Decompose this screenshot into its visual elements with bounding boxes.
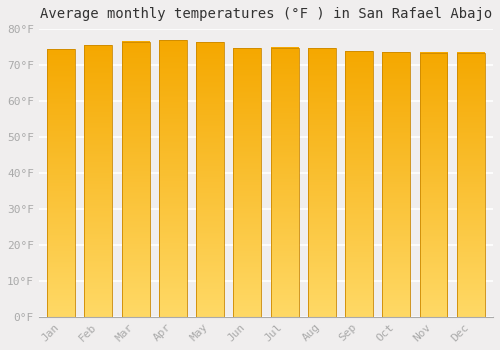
Bar bbox=[382, 52, 410, 317]
Bar bbox=[196, 42, 224, 317]
Bar bbox=[47, 49, 75, 317]
Bar bbox=[84, 45, 112, 317]
Title: Average monthly temperatures (°F ) in San Rafael Abajo: Average monthly temperatures (°F ) in Sa… bbox=[40, 7, 492, 21]
Bar bbox=[420, 53, 448, 317]
Bar bbox=[270, 48, 298, 317]
Bar bbox=[234, 48, 262, 317]
Bar bbox=[308, 49, 336, 317]
Bar bbox=[345, 51, 373, 317]
Bar bbox=[122, 42, 150, 317]
Bar bbox=[457, 53, 484, 317]
Bar bbox=[159, 40, 187, 317]
